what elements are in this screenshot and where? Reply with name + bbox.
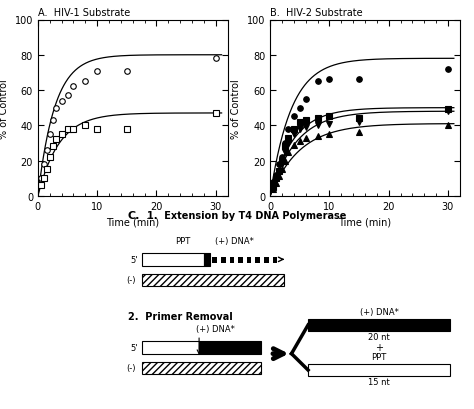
- Text: (+) DNA*: (+) DNA*: [215, 236, 254, 245]
- FancyBboxPatch shape: [204, 254, 210, 266]
- Text: PPT: PPT: [175, 236, 190, 245]
- FancyBboxPatch shape: [229, 258, 234, 264]
- FancyBboxPatch shape: [247, 258, 252, 264]
- Text: (-): (-): [127, 364, 136, 373]
- Text: (+) DNA*: (+) DNA*: [360, 307, 399, 316]
- Text: 5': 5': [130, 255, 137, 264]
- Text: (+) DNA*: (+) DNA*: [196, 324, 235, 333]
- FancyBboxPatch shape: [199, 342, 261, 354]
- Y-axis label: % of Control: % of Control: [0, 79, 9, 138]
- FancyBboxPatch shape: [308, 319, 450, 331]
- Text: 5': 5': [130, 343, 137, 352]
- X-axis label: Time (min): Time (min): [338, 217, 392, 227]
- FancyBboxPatch shape: [273, 258, 277, 264]
- FancyBboxPatch shape: [255, 258, 260, 264]
- Text: PPT: PPT: [372, 353, 387, 361]
- Text: C.: C.: [128, 211, 140, 220]
- Text: 2.  Primer Removal: 2. Primer Removal: [128, 311, 233, 321]
- FancyBboxPatch shape: [142, 254, 204, 266]
- FancyBboxPatch shape: [308, 364, 450, 376]
- Text: B.  HIV-2 Substrate: B. HIV-2 Substrate: [270, 8, 363, 18]
- FancyBboxPatch shape: [264, 258, 269, 264]
- FancyBboxPatch shape: [238, 258, 243, 264]
- X-axis label: Time (min): Time (min): [106, 217, 159, 227]
- Text: A.  HIV-1 Substrate: A. HIV-1 Substrate: [38, 8, 130, 18]
- FancyBboxPatch shape: [221, 258, 226, 264]
- Text: +: +: [375, 343, 383, 353]
- FancyBboxPatch shape: [212, 258, 217, 264]
- Text: 1.  Extension by T4 DNA Polymerase: 1. Extension by T4 DNA Polymerase: [147, 211, 346, 220]
- FancyBboxPatch shape: [142, 342, 199, 354]
- Text: 20 nt: 20 nt: [368, 332, 390, 341]
- Text: 15 nt: 15 nt: [368, 377, 390, 386]
- Y-axis label: % of Control: % of Control: [231, 79, 241, 138]
- Text: (-): (-): [127, 276, 136, 285]
